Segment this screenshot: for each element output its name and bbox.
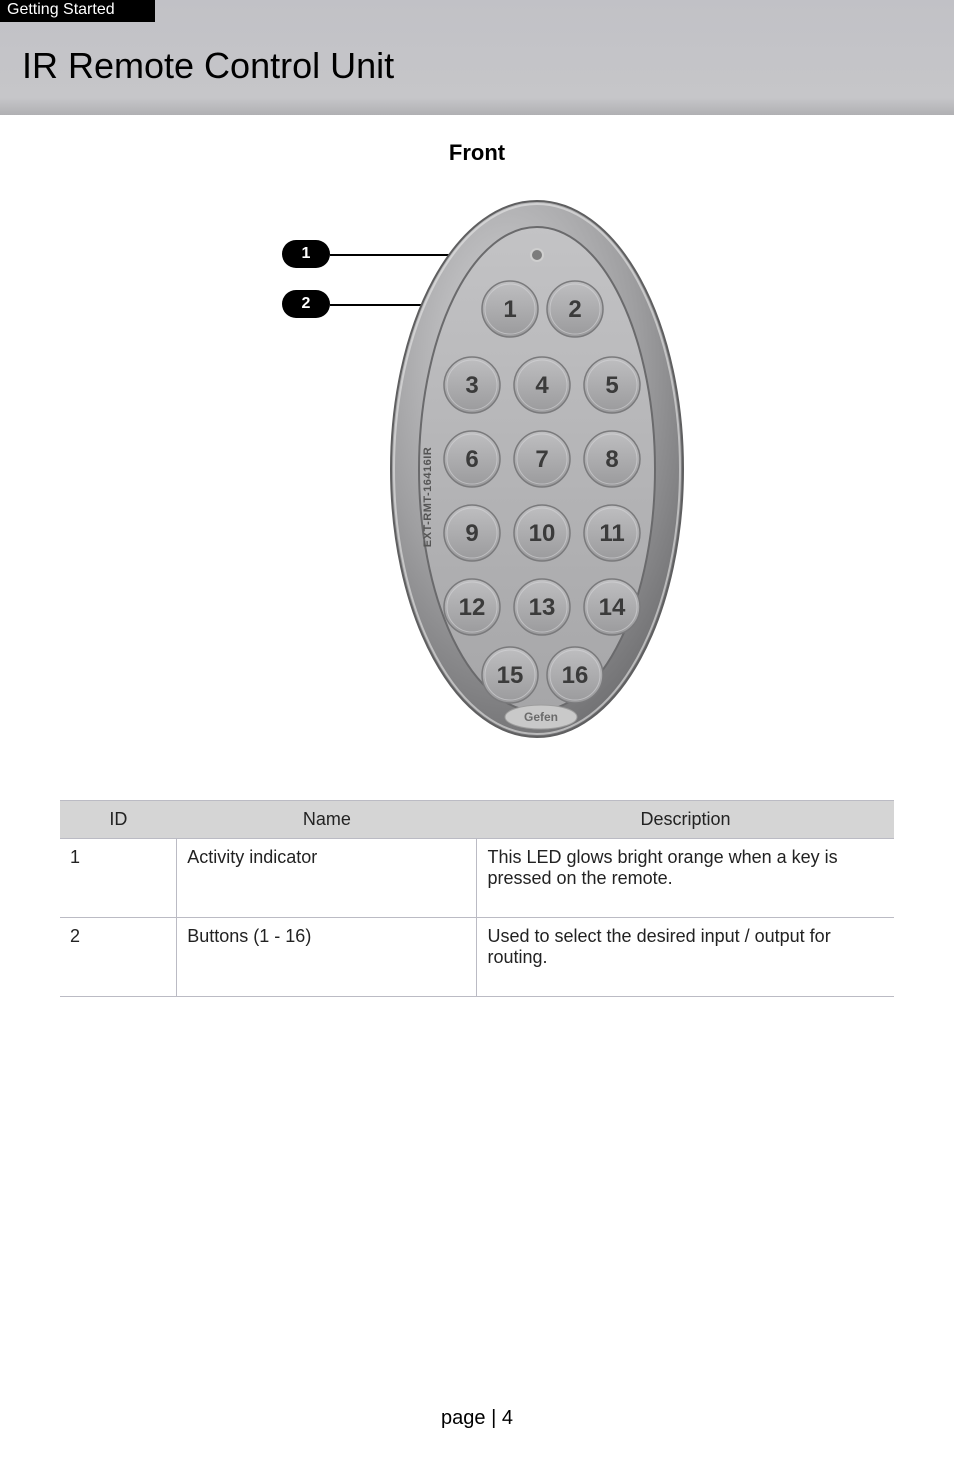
table-row: 2Buttons (1 - 16)Used to select the desi… xyxy=(60,918,894,997)
svg-text:4: 4 xyxy=(535,372,549,399)
svg-text:16: 16 xyxy=(562,662,589,689)
svg-text:6: 6 xyxy=(465,446,478,473)
callout-badge: 1 xyxy=(282,240,330,268)
th-name: Name xyxy=(177,801,477,839)
cell-id: 1 xyxy=(60,839,177,918)
svg-text:10: 10 xyxy=(529,520,556,547)
breadcrumb: Getting Started xyxy=(0,0,155,22)
cell-desc: Used to select the desired input / outpu… xyxy=(477,918,894,997)
figure: 12 EXT-RMT-16416IR1234567891011121314151… xyxy=(0,185,954,760)
svg-text:9: 9 xyxy=(465,520,478,547)
remote-illustration: EXT-RMT-16416IR12345678910111213141516Ge… xyxy=(387,197,687,742)
cell-desc: This LED glows bright orange when a key … xyxy=(477,839,894,918)
svg-text:12: 12 xyxy=(459,594,486,621)
th-id: ID xyxy=(60,801,177,839)
cell-name: Activity indicator xyxy=(177,839,477,918)
cell-name: Buttons (1 - 16) xyxy=(177,918,477,997)
callout-badge: 2 xyxy=(282,290,330,318)
svg-text:EXT-RMT-16416IR: EXT-RMT-16416IR xyxy=(422,447,434,547)
figure-label: Front xyxy=(0,140,954,166)
components-table: ID Name Description 1Activity indicatorT… xyxy=(60,800,894,997)
svg-text:Gefen: Gefen xyxy=(524,710,558,724)
svg-text:5: 5 xyxy=(605,372,618,399)
svg-text:1: 1 xyxy=(503,296,516,323)
svg-text:8: 8 xyxy=(605,446,618,473)
figure-wrap: 12 EXT-RMT-16416IR1234567891011121314151… xyxy=(127,185,827,760)
svg-text:7: 7 xyxy=(535,446,548,473)
cell-id: 2 xyxy=(60,918,177,997)
svg-text:14: 14 xyxy=(599,594,626,621)
svg-text:11: 11 xyxy=(599,520,624,547)
th-desc: Description xyxy=(477,801,894,839)
svg-text:13: 13 xyxy=(529,594,556,621)
page-number: page | 4 xyxy=(0,1407,954,1430)
page-title: IR Remote Control Unit xyxy=(22,45,394,87)
svg-text:15: 15 xyxy=(497,662,524,689)
table-row: 1Activity indicatorThis LED glows bright… xyxy=(60,839,894,918)
svg-text:3: 3 xyxy=(465,372,478,399)
svg-text:2: 2 xyxy=(568,296,581,323)
table: ID Name Description 1Activity indicatorT… xyxy=(60,800,894,997)
